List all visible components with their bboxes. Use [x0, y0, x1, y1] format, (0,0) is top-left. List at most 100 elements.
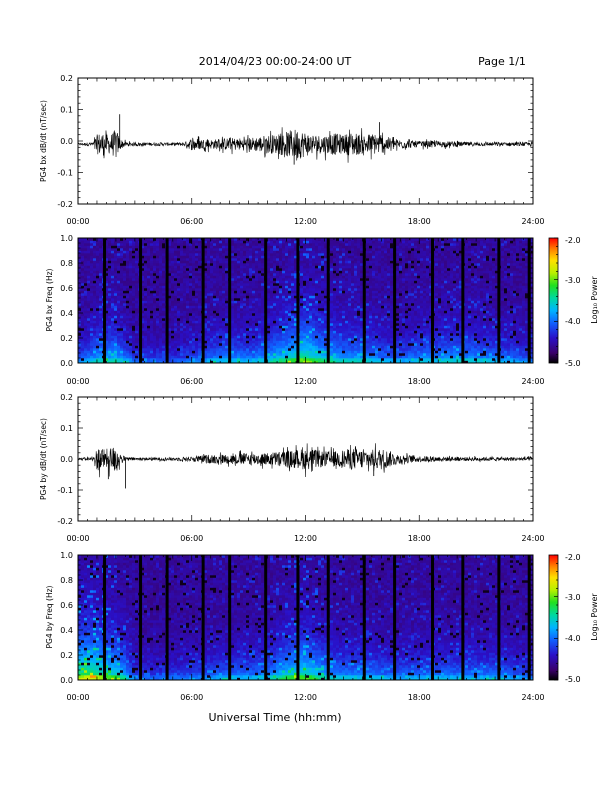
spectrogram-cell	[93, 260, 97, 264]
spectrogram-cell	[222, 315, 226, 319]
spectrogram-cell	[222, 323, 226, 326]
spectrogram-cell	[90, 285, 94, 289]
spectrogram-cell	[273, 270, 277, 274]
spectrogram-cell	[234, 295, 238, 299]
spectrogram-cell	[117, 353, 121, 356]
spectrogram-cell	[261, 260, 265, 264]
spectrogram-cell	[261, 310, 265, 314]
spectrogram-cell	[315, 278, 319, 281]
spectrogram-cell	[225, 275, 229, 279]
spectrogram-cell	[312, 290, 316, 294]
spectrogram-cell	[90, 298, 94, 301]
spectrogram-cell	[219, 348, 223, 351]
spectrogram-cell	[270, 303, 274, 306]
spectrogram-cell	[279, 360, 283, 364]
spectrogram-cell	[288, 338, 292, 341]
spectrogram-cell	[255, 348, 259, 351]
spectrogram-cell	[123, 333, 127, 336]
spectrogram-cell	[174, 343, 178, 346]
spectrogram-cell	[354, 360, 358, 364]
spectrogram-cell	[114, 305, 118, 309]
spectrogram-cell	[111, 280, 115, 284]
spectrogram-cell	[294, 360, 298, 364]
spectrogram-cell	[303, 260, 307, 264]
spectrogram-cell	[246, 328, 250, 331]
spectrogram-cell	[213, 290, 217, 294]
spectrogram-cell	[204, 330, 208, 334]
spectrogram-cell	[123, 305, 127, 309]
spectrogram-cell	[93, 280, 97, 284]
spectrogram-cell	[318, 288, 322, 291]
spectrogram-cell	[342, 313, 346, 316]
spectrogram-cell	[321, 353, 325, 356]
spectrogram-cell	[129, 295, 133, 299]
spectrogram-cell	[309, 245, 313, 249]
spectrogram-cell	[309, 265, 313, 269]
spectrogram-cell	[213, 313, 217, 316]
spectrogram-cell	[333, 300, 337, 304]
spectrogram-cell	[147, 270, 151, 274]
spectrogram-cell	[258, 360, 262, 364]
spectrogram-cell	[93, 268, 97, 271]
spectrogram-cell	[105, 290, 109, 294]
spectrogram-cell	[273, 360, 277, 364]
spectrogram-cell	[309, 295, 313, 299]
spectrogram-cell	[300, 295, 304, 299]
spectrogram-cell	[231, 310, 235, 314]
spectrogram-cell	[354, 308, 358, 311]
spectrogram-cell	[135, 263, 139, 266]
spectrogram-cell	[219, 290, 223, 294]
spectrogram-cell	[123, 258, 127, 261]
spectrogram-cell	[111, 285, 115, 289]
spectrogram-cell	[213, 268, 217, 271]
spectrogram-cell	[159, 253, 163, 256]
spectrogram-cell	[261, 328, 265, 331]
spectrogram-cell	[147, 315, 151, 319]
spectrogram-cell	[348, 355, 352, 359]
spectrogram-cell	[81, 325, 85, 329]
spectrogram-cell	[282, 260, 286, 264]
spectrogram-cell	[300, 258, 304, 261]
spectrogram-cell	[195, 318, 199, 321]
spectrogram-cell	[177, 350, 181, 354]
spectrogram-cell	[306, 355, 310, 359]
spectrogram-cell	[351, 278, 355, 281]
spectrogram-cell	[150, 280, 154, 284]
spectrogram-cell	[87, 358, 91, 361]
spectrogram-cell	[339, 275, 343, 279]
spectrogram-cell	[186, 310, 190, 314]
spectrogram-cell	[141, 298, 145, 301]
spectrogram-cell	[111, 295, 115, 299]
spectrogram-cell	[168, 280, 172, 284]
spectrogram-cell	[210, 238, 214, 241]
spectrogram-cell	[303, 298, 307, 301]
spectrogram-cell	[171, 358, 175, 361]
spectrogram-cell	[267, 343, 271, 346]
spectrogram-cell	[144, 313, 148, 316]
spectrogram-cell	[186, 275, 190, 279]
spectrogram-cell	[195, 325, 199, 329]
spectrogram-cell	[156, 260, 160, 264]
spectrogram-cell	[336, 320, 340, 324]
spectrogram-cell	[114, 265, 118, 269]
spectrogram-cell	[141, 288, 145, 291]
spectrogram-cell	[90, 333, 94, 336]
spectrogram-cell	[246, 240, 250, 244]
spectrogram-cell	[231, 240, 235, 244]
spectrogram-cell	[237, 318, 241, 321]
spectrogram-cell	[330, 305, 334, 309]
spectrogram-cell	[159, 315, 163, 319]
spectrogram-cell	[216, 278, 220, 281]
spectrogram-cell	[207, 335, 211, 339]
spectrogram-cell	[336, 270, 340, 274]
spectrogram-cell	[267, 308, 271, 311]
spectrogram-cell	[330, 300, 334, 304]
spectrogram-cell	[126, 348, 130, 351]
spectrogram-cell	[330, 265, 334, 269]
spectrogram-cell	[366, 318, 370, 321]
spectrogram-cell	[360, 305, 364, 309]
spectrogram-cell	[321, 348, 325, 351]
spectrogram-cell	[93, 315, 97, 319]
spectrogram-cell	[207, 258, 211, 261]
spectrogram-cell	[147, 258, 151, 261]
